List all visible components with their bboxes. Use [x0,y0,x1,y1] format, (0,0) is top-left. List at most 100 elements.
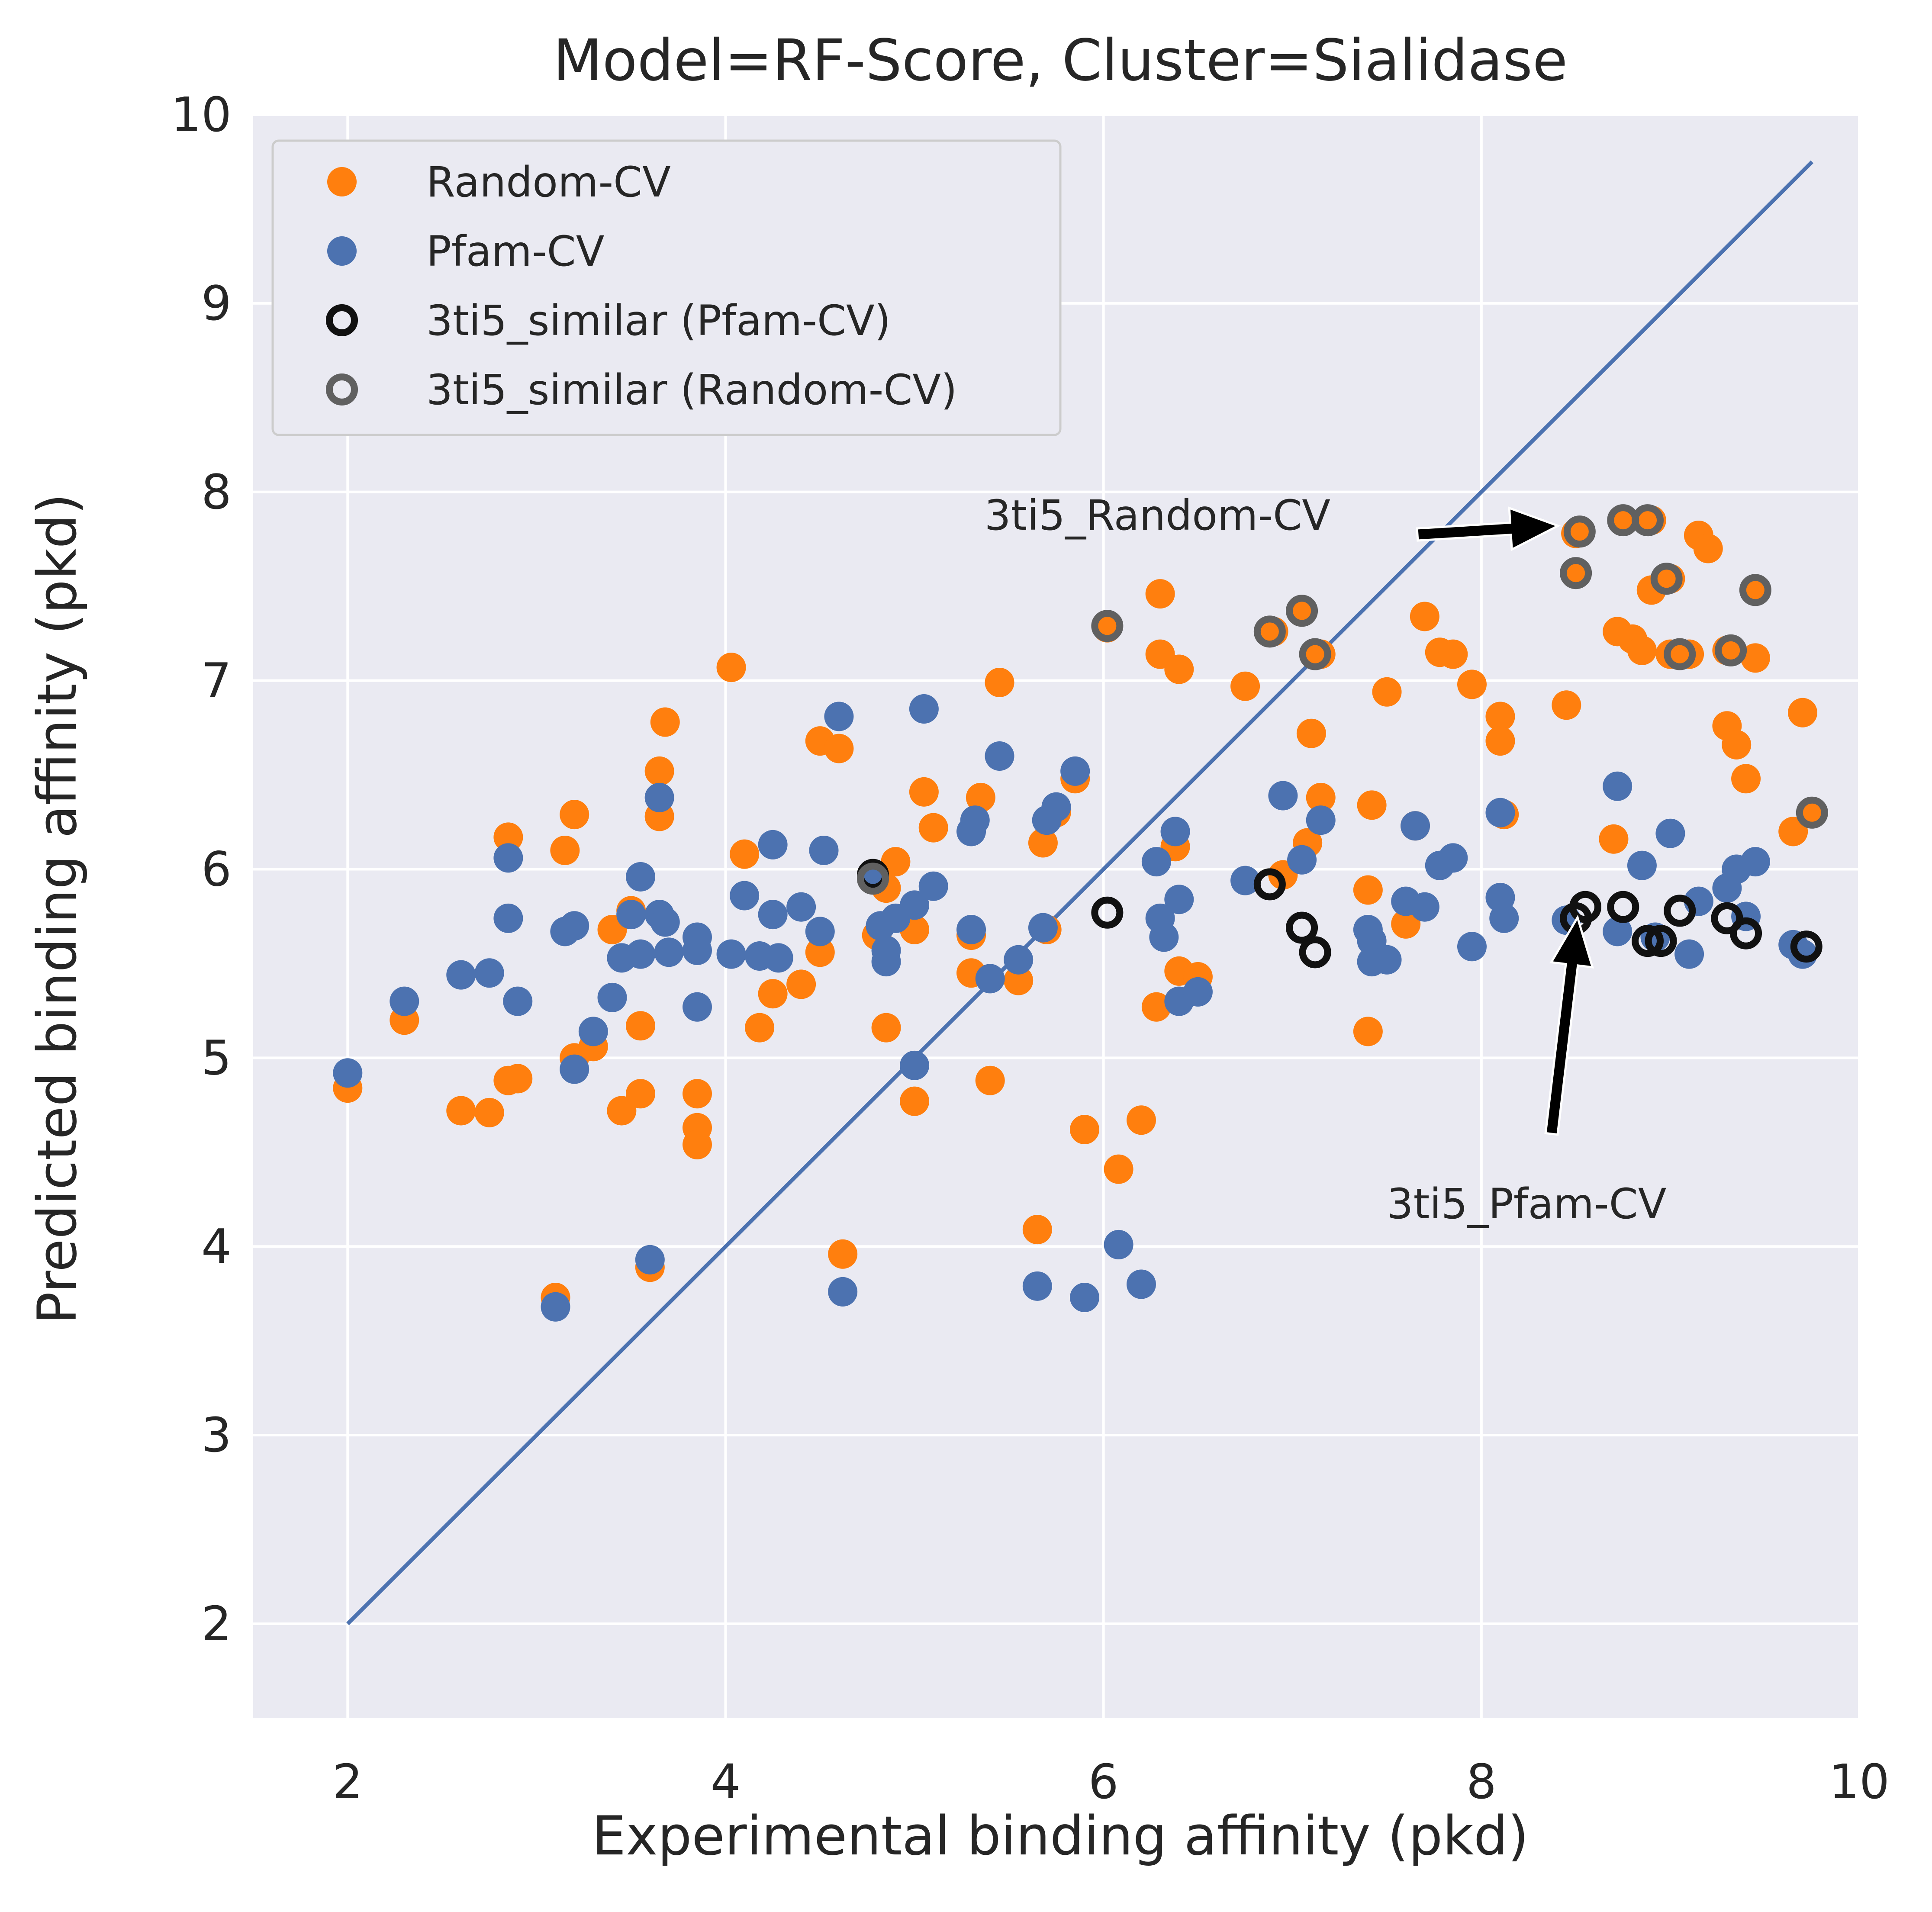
point-pfam-cv [1160,817,1190,847]
point-random-cv [985,668,1014,698]
point-random-cv [909,777,939,807]
point-pfam-cv [956,915,986,945]
point-pfam-cv [1489,903,1519,933]
point-random-cv [1145,579,1175,609]
point-pfam-cv [900,890,930,920]
point-pfam-cv [960,805,990,835]
point-pfam-cv [333,1058,363,1088]
annotation-arrow [1416,506,1561,551]
point-random-cv [682,1130,712,1159]
point-pfam-cv [560,911,589,941]
point-random-cv [1627,635,1657,665]
point-random-cv [682,1079,712,1109]
point-random-cv [446,1096,476,1126]
legend: Random-CV Pfam-CV 3ti5_similar (Pfam-CV) 3t… [271,139,1062,436]
point-random-cv [1693,534,1723,563]
point-random-cv [745,1013,775,1043]
point-pfam-cv [909,694,939,724]
reference-line [346,160,1814,1626]
point-pfam-cv [824,702,854,731]
point-random-cv [626,1079,656,1109]
annotation-arrow [1544,914,1594,1136]
point-random-cv [1778,817,1808,847]
point-random-cv [966,782,995,812]
point-random-cv [1296,718,1326,748]
similar-marker-pfam-cv [1607,891,1639,923]
point-random-cv [1004,966,1034,995]
point-pfam-cv [626,939,656,969]
x-tick-label: 4 [710,1754,741,1809]
point-random-cv [474,1098,504,1127]
y-tick-labels: 2 3 4 5 6 7 8 9 10 [171,87,232,1651]
y-tick-label: 3 [201,1407,232,1463]
point-pfam-cv [597,982,627,1012]
y-tick-label: 6 [201,842,232,897]
chart-title: Model=RF-Score, Cluster=Sialidase [553,27,1568,94]
similar-marker-random-cv [1299,638,1331,670]
point-pfam-cv [626,862,656,892]
point-pfam-cv [682,935,712,965]
similar-marker-pfam-cv [1632,925,1664,957]
x-tick-label: 2 [332,1754,363,1809]
similar-marker-random-cv [1632,504,1664,537]
similar-marker-random-cv [1650,563,1683,595]
point-pfam-cv [1268,781,1298,811]
point-random-cv [560,800,589,830]
point-pfam-cv [828,1277,858,1307]
point-random-cv [1141,992,1171,1022]
point-random-cv [1353,875,1383,905]
point-pfam-cv [541,1292,570,1322]
point-random-cv [881,847,911,877]
point-pfam-cv [1485,798,1515,827]
point-random-cv [493,822,523,852]
point-random-cv [1731,764,1761,794]
point-random-cv [1353,1017,1383,1046]
point-pfam-cv [1004,945,1034,975]
point-random-cv [503,1064,533,1094]
point-pfam-cv [716,939,746,969]
y-axis-label: Predicted binding affinity (pkd) [26,493,89,1324]
point-pfam-cv [900,1050,930,1080]
point-pfam-cv [805,917,835,946]
legend-label: 3ti5_similar (Random-CV) [426,366,957,414]
point-pfam-cv [758,900,788,930]
point-random-cv [1722,730,1752,760]
point-random-cv [1306,782,1336,812]
point-random-cv [1164,654,1194,684]
point-pfam-cv [1060,756,1090,786]
point-pfam-cv [1287,845,1317,875]
similar-marker-random-cv [1664,638,1696,670]
point-pfam-cv [809,835,839,865]
similar-marker-random-cv [1796,796,1828,829]
point-pfam-cv [1149,922,1179,952]
point-random-cv [550,835,580,865]
point-random-cv [650,707,680,737]
point-pfam-cv [446,960,476,990]
legend-marker [326,373,358,406]
x-tick-labels: 2 4 6 8 10 [332,1754,1890,1809]
similar-marker-pfam-cv [1645,925,1677,957]
point-pfam-cv [650,907,680,937]
point-pfam-cv [730,881,760,911]
x-tick-label: 10 [1829,1754,1890,1809]
y-tick-label: 9 [201,276,232,331]
legend-label: Pfam-CV [426,227,604,276]
similar-marker-random-cv [1739,574,1771,606]
point-pfam-cv [1141,847,1171,877]
y-tick-label: 2 [201,1596,232,1651]
point-pfam-cv [1401,811,1430,841]
point-random-cv [1372,677,1402,707]
point-random-cv [805,937,835,967]
point-random-cv [1022,1215,1052,1245]
legend-label: 3ti5_similar (Pfam-CV) [426,296,891,345]
y-tick-label: 4 [201,1219,232,1274]
point-random-cv [828,1239,858,1269]
similar-marker-random-cv [1091,610,1124,642]
point-random-cv [1740,643,1770,673]
point-random-cv [730,839,760,869]
point-random-cv [644,756,674,786]
reference-line-group [346,160,1814,1626]
point-pfam-cv [474,958,504,988]
similar-marker-pfam-cv [1730,917,1762,950]
